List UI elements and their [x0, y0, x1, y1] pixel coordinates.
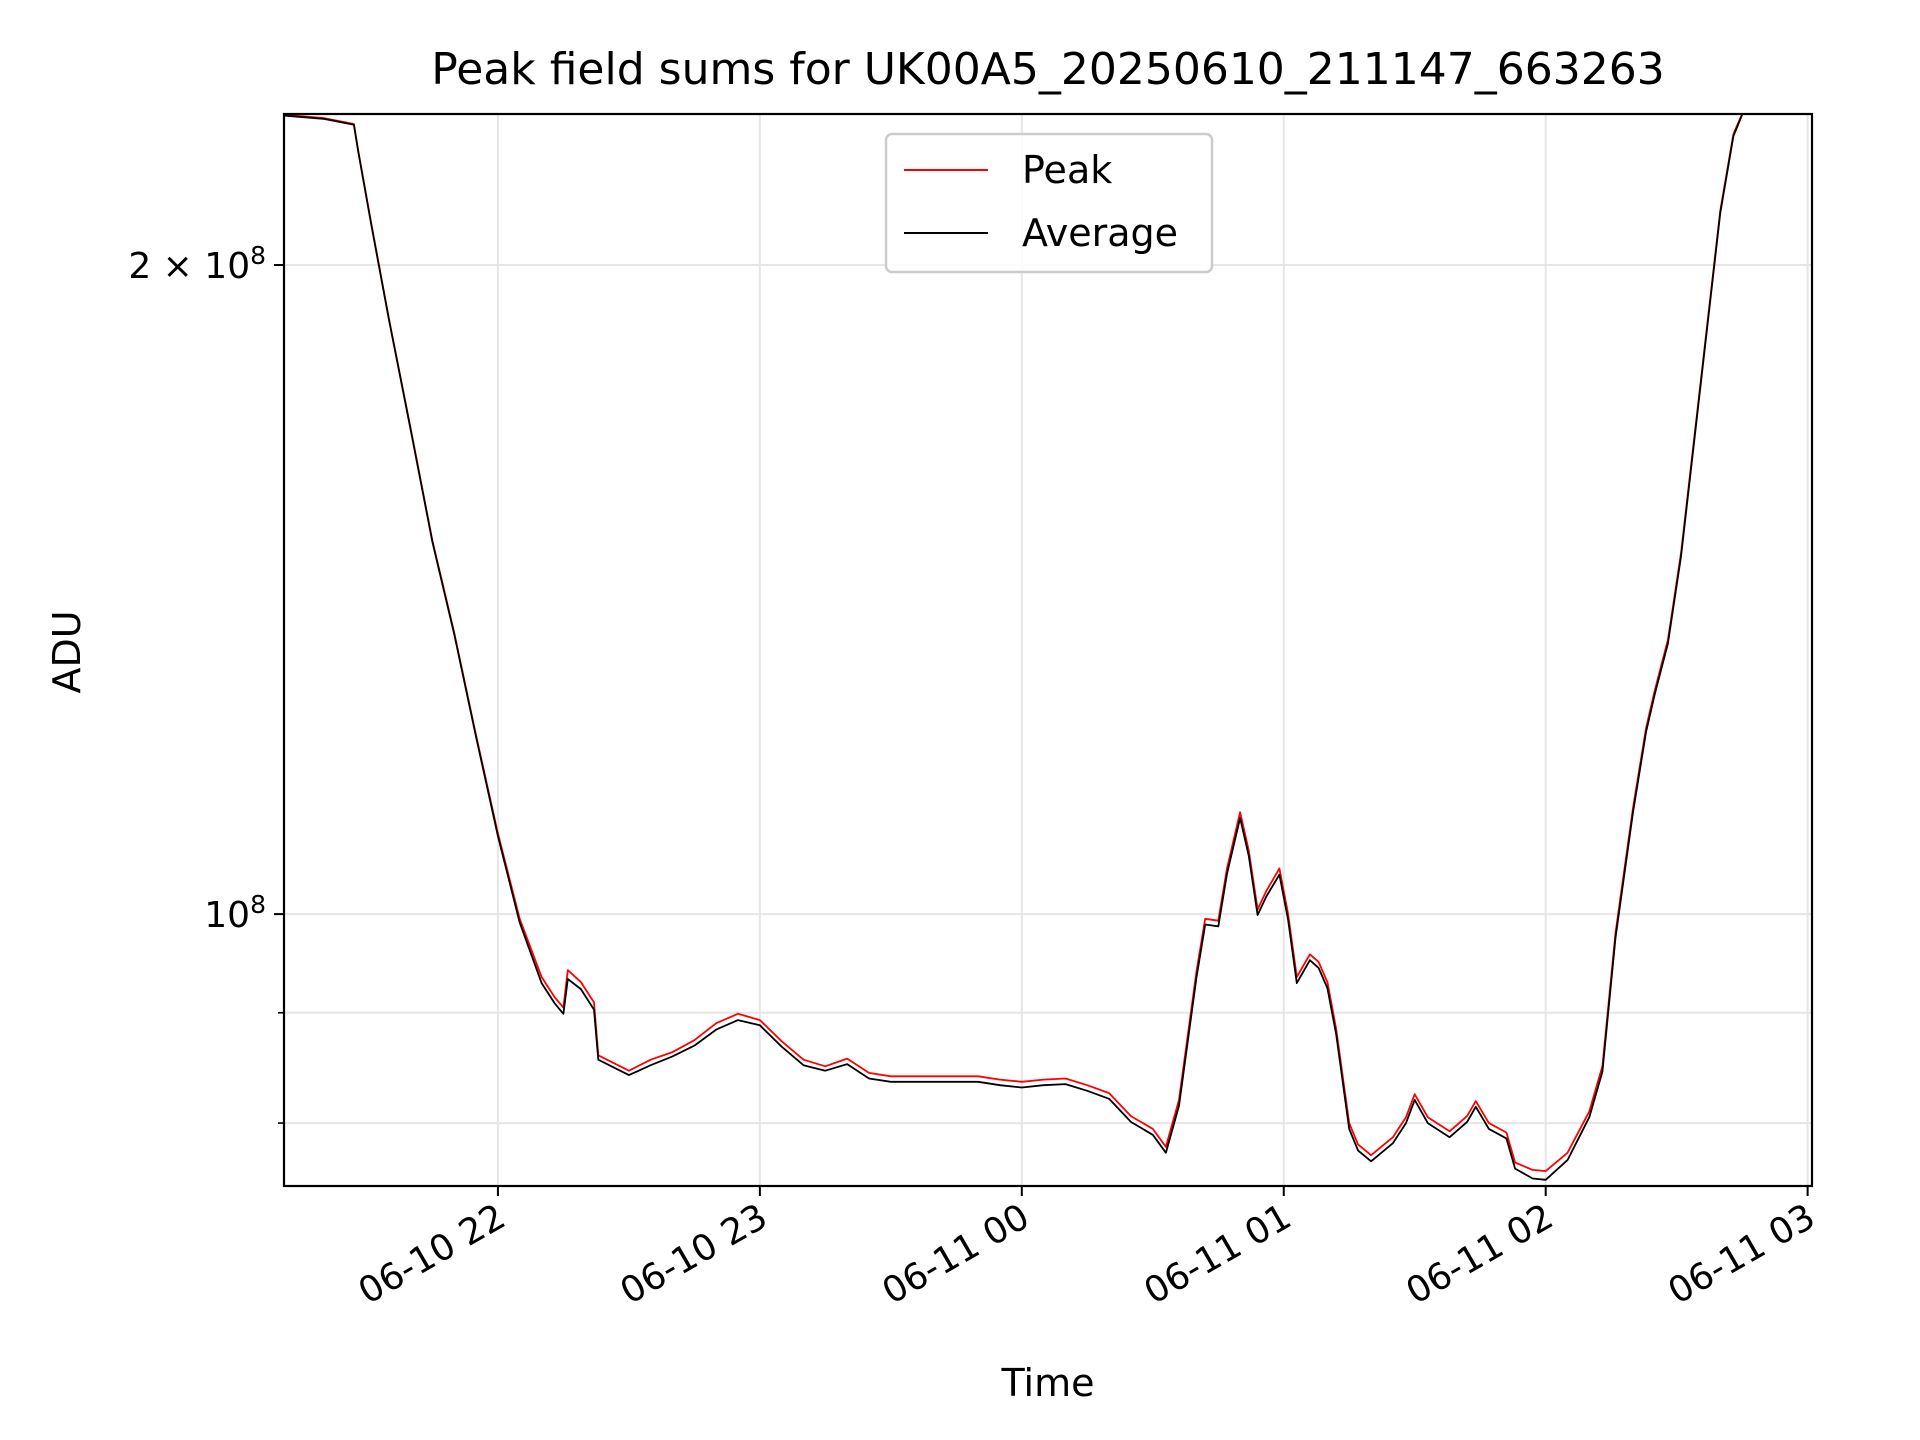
y-axis-ticks: 108 2 × 108	[128, 241, 284, 1124]
y-tick-label-0: 108	[204, 890, 266, 936]
series-layer	[283, 113, 1743, 1181]
y-tick-label-1: 2 × 108	[128, 241, 266, 287]
legend-box	[884, 132, 1214, 274]
legend: Peak Average	[884, 132, 1214, 274]
series-line-average	[283, 114, 1743, 1181]
y-axis-label: ADU	[45, 610, 89, 693]
chart-title: Peak field sums for UK00A5_20250610_2111…	[431, 44, 1664, 95]
legend-label-average: Average	[1022, 211, 1178, 255]
plot-frame	[282, 112, 1814, 1188]
x-axis-label: Time	[1001, 1361, 1095, 1405]
legend-label-peak: Peak	[1022, 148, 1112, 192]
grid-lines	[284, 114, 1812, 1186]
